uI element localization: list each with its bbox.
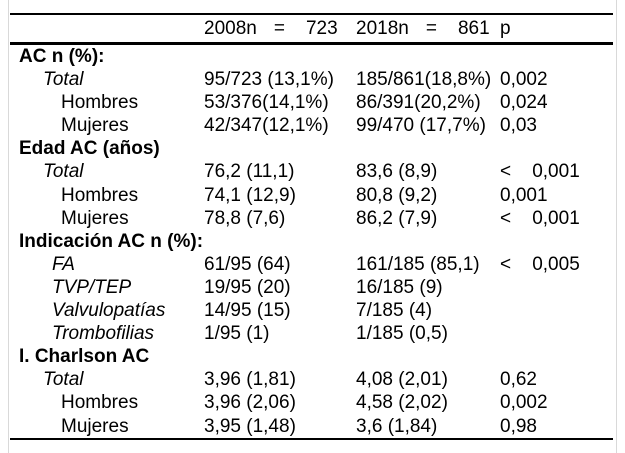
value-2008: 3,96 (2,06) — [204, 392, 296, 414]
row-label: Hombres — [61, 184, 139, 206]
value-2008: 14/95 (15) — [204, 300, 291, 322]
row-label: TVP/TEP — [52, 276, 132, 298]
value-2018: 86/391(20,2%) — [356, 92, 481, 114]
value-2008: 3,95 (1,48) — [204, 415, 296, 437]
table-row: Valvulopatías 14/95 (15) 7/185 (4) — [10, 299, 613, 322]
table-row: Edad AC (años) — [10, 137, 613, 160]
row-label: Valvulopatías — [52, 300, 166, 322]
table-row: Hombres 74,1 (12,9) 80,8 (9,2) 0,001 — [10, 184, 613, 207]
table-row: Hombres 53/376(14,1%) 86/391(20,2%) 0,02… — [10, 91, 613, 114]
value-2008: 53/376(14,1%) — [204, 92, 329, 114]
value-2018: 3,6 (1,84) — [356, 415, 438, 437]
table-row: AC n (%): — [10, 45, 613, 68]
page-edge-line-right — [616, 0, 617, 453]
p-value: 0,001 — [500, 184, 548, 206]
row-label: Trombofilias — [52, 323, 155, 345]
row-label: I. Charlson AC — [19, 346, 150, 368]
p-value: 0,024 — [500, 92, 548, 114]
table-row: Total 95/723 (13,1%) 185/861(18,8%) 0,00… — [10, 68, 613, 91]
value-2018: 86,2 (7,9) — [356, 207, 438, 229]
equals-sign: = — [425, 18, 437, 39]
value-2008: 42/347(12,1%) — [204, 115, 329, 137]
row-label: Edad AC (años) — [19, 138, 160, 160]
value-2008: 76,2 (11,1) — [204, 161, 295, 183]
value-2008: 95/723 (13,1%) — [204, 69, 334, 91]
p-value: < 0,005 — [500, 253, 580, 275]
header-p-column: p — [500, 18, 511, 39]
row-label: FA — [52, 253, 75, 275]
row-label: Mujeres — [61, 115, 129, 137]
row-label: Hombres — [61, 92, 139, 114]
value-2018: 185/861(18,8%) — [356, 69, 492, 91]
header-2008-column: 2008n = 723 — [204, 15, 338, 43]
value-2018: 80,8 (9,2) — [356, 184, 438, 206]
header-2018-year: 2018n — [356, 18, 409, 39]
header-2008-n: 723 — [305, 18, 338, 39]
value-2018: 4,08 (2,01) — [356, 369, 448, 391]
table-row: TVP/TEP 19/95 (20) 16/185 (9) — [10, 276, 613, 299]
p-value: 0,002 — [500, 392, 548, 414]
row-label: Mujeres — [61, 415, 129, 437]
table-row: Total 3,96 (1,81) 4,08 (2,01) 0,62 — [10, 368, 613, 391]
row-label: Hombres — [61, 392, 139, 414]
table-row: I. Charlson AC — [10, 345, 613, 368]
value-2008: 74,1 (12,9) — [204, 184, 296, 206]
page-edge-line-left — [8, 0, 9, 453]
value-2018: 99/470 (17,7%) — [356, 115, 486, 137]
p-value: 0,62 — [500, 369, 537, 391]
p-value: 0,002 — [500, 69, 548, 91]
p-value: 0,98 — [500, 415, 537, 437]
p-value: < 0,001 — [500, 161, 580, 183]
value-2018: 7/185 (4) — [356, 300, 433, 322]
value-2018: 83,6 (8,9) — [356, 161, 438, 183]
p-value: < 0,001 — [500, 207, 580, 229]
value-2018: 1/185 (0,5) — [356, 323, 448, 345]
row-label: AC n (%): — [19, 46, 105, 67]
row-label: Total — [43, 369, 84, 391]
table-row: Hombres 3,96 (2,06) 4,58 (2,02) 0,002 — [10, 391, 613, 414]
value-2018: 4,58 (2,02) — [356, 392, 448, 414]
value-2008: 78,8 (7,6) — [204, 207, 286, 229]
table-row: Trombofilias 1/95 (1) 1/185 (0,5) — [10, 322, 613, 345]
header-2018-column: 2018n = 861 — [356, 15, 490, 43]
table-row: Total 76,2 (11,1) 83,6 (8,9) < 0,001 — [10, 160, 613, 183]
row-label: Total — [43, 161, 84, 183]
table-header-row: 2008n = 723 2018n = 861 p — [10, 15, 613, 45]
value-2008: 61/95 (64) — [204, 253, 291, 275]
header-2018-n: 861 — [457, 18, 490, 39]
table-row: Mujeres 42/347(12,1%) 99/470 (17,7%) 0,0… — [10, 114, 613, 137]
table-body: AC n (%): Total 95/723 (13,1%) 185/861(1… — [10, 45, 613, 438]
table-row: Mujeres 78,8 (7,6) 86,2 (7,9) < 0,001 — [10, 207, 613, 230]
row-label: Indicación AC n (%): — [19, 230, 204, 252]
p-value: 0,03 — [500, 115, 537, 137]
table-row: FA 61/95 (64) 161/185 (85,1) < 0,005 — [10, 253, 613, 276]
equals-sign: = — [273, 18, 285, 39]
row-label: Total — [43, 69, 84, 91]
stats-table: 2008n = 723 2018n = 861 p AC n (%): Total 95… — [10, 13, 613, 440]
value-2008: 1/95 (1) — [204, 323, 270, 345]
value-2018: 161/185 (85,1) — [356, 253, 480, 275]
row-label: Mujeres — [61, 207, 129, 229]
value-2008: 19/95 (20) — [204, 276, 291, 298]
value-2018: 16/185 (9) — [356, 276, 443, 298]
value-2008: 3,96 (1,81) — [204, 369, 296, 391]
header-2008-year: 2008n — [204, 18, 257, 39]
table-row: Indicación AC n (%): — [10, 230, 613, 253]
table-row: Mujeres 3,95 (1,48) 3,6 (1,84) 0,98 — [10, 415, 613, 438]
